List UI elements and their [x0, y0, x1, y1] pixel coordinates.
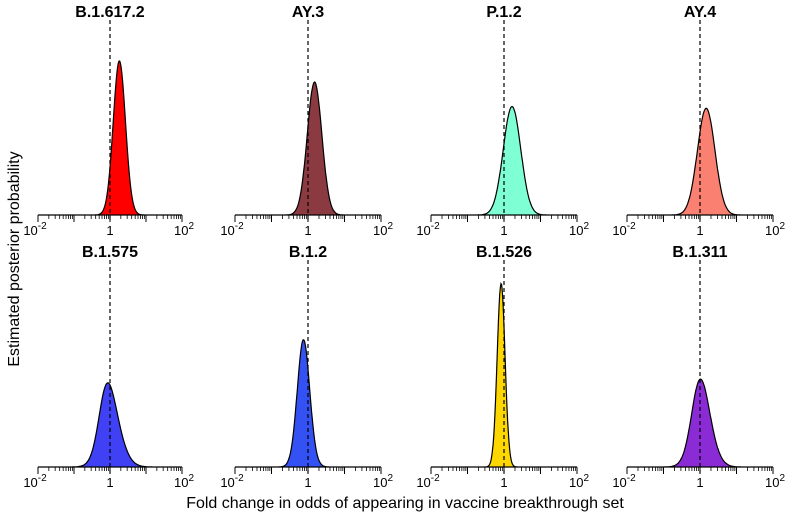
- panel-title: B.1.617.2: [75, 4, 144, 21]
- tick-label-one: 1: [500, 475, 507, 490]
- tick-label-high: 102: [569, 473, 589, 490]
- tick-label-one: 1: [696, 475, 703, 490]
- panel-7: 10-2 1 102 B.1.311: [612, 244, 785, 490]
- panel-2: 10-2 1 102 P.1.2: [416, 4, 589, 238]
- panel-title: P.1.2: [486, 4, 521, 21]
- tick-label-high: 102: [373, 473, 393, 490]
- y-axis-label: Estimated posterior probability: [0, 0, 30, 518]
- panel-6: 10-2 1 102 B.1.526: [416, 244, 589, 490]
- panel-title: B.1.311: [672, 244, 727, 261]
- tick-label-one: 1: [304, 475, 311, 490]
- tick-label-high: 102: [765, 473, 785, 490]
- tick-label-low: 10-2: [23, 221, 47, 238]
- tick-label-low: 10-2: [220, 473, 244, 490]
- y-axis-label-text: Estimated posterior probability: [6, 151, 23, 367]
- panel-1: 10-2 1 102 AY.3: [220, 4, 393, 238]
- tick-label-high: 102: [569, 221, 589, 238]
- tick-label-low: 10-2: [612, 221, 636, 238]
- tick-label-low: 10-2: [612, 473, 636, 490]
- panel-title: B.1.2: [289, 244, 327, 261]
- tick-label-one: 1: [106, 475, 113, 490]
- tick-label-high: 102: [373, 221, 393, 238]
- tick-label-low: 10-2: [220, 221, 244, 238]
- tick-label-one: 1: [106, 223, 113, 238]
- panel-0: 10-2 1 102 B.1.617.2: [23, 4, 194, 238]
- tick-label-one: 1: [696, 223, 703, 238]
- tick-label-one: 1: [304, 223, 311, 238]
- panel-title: AY.3: [292, 4, 324, 21]
- panel-title: B.1.526: [476, 244, 532, 261]
- tick-label-low: 10-2: [416, 473, 440, 490]
- panel-4: 10-2 1 102 B.1.575: [23, 244, 194, 490]
- panel-title: AY.4: [684, 4, 716, 21]
- panel-5: 10-2 1 102 B.1.2: [220, 244, 393, 490]
- panel-3: 10-2 1 102 AY.4: [612, 4, 785, 238]
- tick-label-high: 102: [765, 221, 785, 238]
- tick-label-high: 102: [174, 221, 194, 238]
- tick-label-one: 1: [500, 223, 507, 238]
- panel-title: B.1.575: [82, 244, 138, 261]
- tick-label-low: 10-2: [416, 221, 440, 238]
- x-axis-label: Fold change in odds of appearing in vacc…: [186, 495, 624, 512]
- tick-label-low: 10-2: [23, 473, 47, 490]
- tick-label-high: 102: [174, 473, 194, 490]
